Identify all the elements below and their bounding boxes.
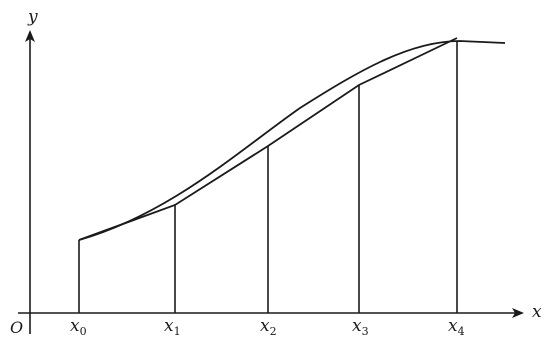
y-axis-label: y	[27, 7, 38, 27]
tick-label-x3: x3	[352, 316, 369, 338]
tick-label-x1: x1	[164, 316, 181, 338]
tick-label-x2: x2	[260, 316, 277, 338]
tick-label-x4: x4	[448, 316, 465, 338]
tick-label-x0: x0	[70, 316, 87, 338]
origin-label: O	[10, 318, 23, 337]
x-axis-label: x	[532, 302, 542, 322]
function-curve	[78, 40, 506, 241]
